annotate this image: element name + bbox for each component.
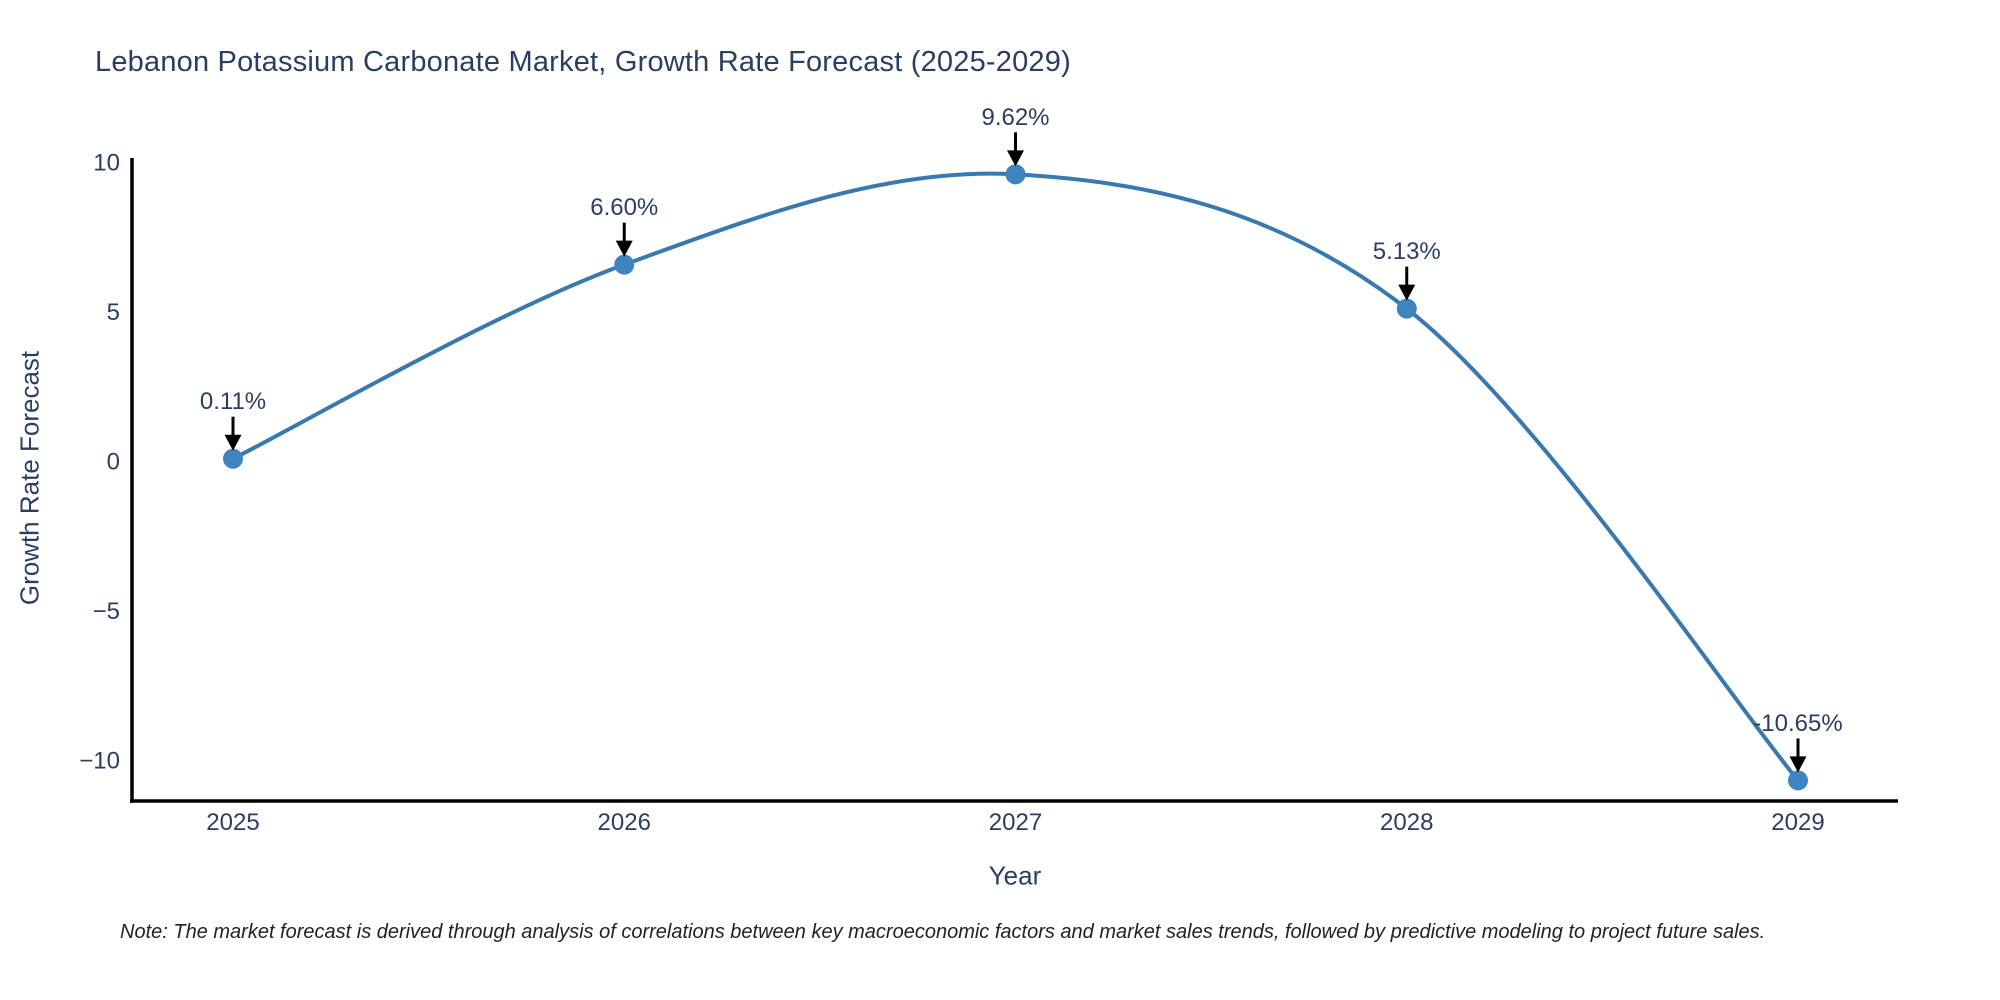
x-tick-label: 2029	[1771, 809, 1824, 836]
annotation-label-2025: 0.11%	[200, 388, 266, 415]
chart-note: Note: The market forecast is derived thr…	[120, 921, 1766, 943]
annotation-label-2027: 9.62%	[981, 104, 1049, 131]
y-tick-label: 10	[93, 150, 120, 177]
y-tick-label: 5	[107, 299, 120, 326]
annotation-arrowhead-2028	[1398, 284, 1416, 301]
annotation-arrowhead-2025	[224, 434, 242, 451]
x-tick-label: 2027	[989, 809, 1042, 836]
x-tick-label: 2028	[1380, 809, 1433, 836]
y-tick-label: −5	[93, 598, 120, 625]
annotation-arrowhead-2026	[615, 240, 633, 257]
data-point-2029[interactable]	[1788, 770, 1808, 791]
x-tick-label: 2025	[206, 809, 259, 836]
annotation-arrowhead-2029	[1789, 756, 1807, 773]
y-tick-label: −10	[79, 748, 120, 775]
y-axis-title: Growth Rate Forecast	[14, 350, 45, 606]
x-axis-title: Year	[988, 860, 1042, 891]
forecast-line	[232, 171, 1800, 782]
x-tick-label: 2026	[598, 809, 651, 836]
data-point-2027[interactable]	[1005, 164, 1026, 185]
annotation-arrowhead-2027	[1007, 150, 1024, 167]
annotation-label-2026: 6.60%	[590, 194, 658, 221]
y-tick-label: 0	[107, 449, 120, 476]
annotation-label-2028: 5.13%	[1373, 238, 1441, 265]
chart-title: Lebanon Potassium Carbonate Market, Grow…	[95, 46, 1071, 78]
data-point-2028[interactable]	[1396, 298, 1417, 319]
data-point-2026[interactable]	[614, 254, 635, 275]
data-point-2025[interactable]	[223, 448, 243, 469]
annotation-label-2029: -10.65%	[1753, 710, 1842, 737]
